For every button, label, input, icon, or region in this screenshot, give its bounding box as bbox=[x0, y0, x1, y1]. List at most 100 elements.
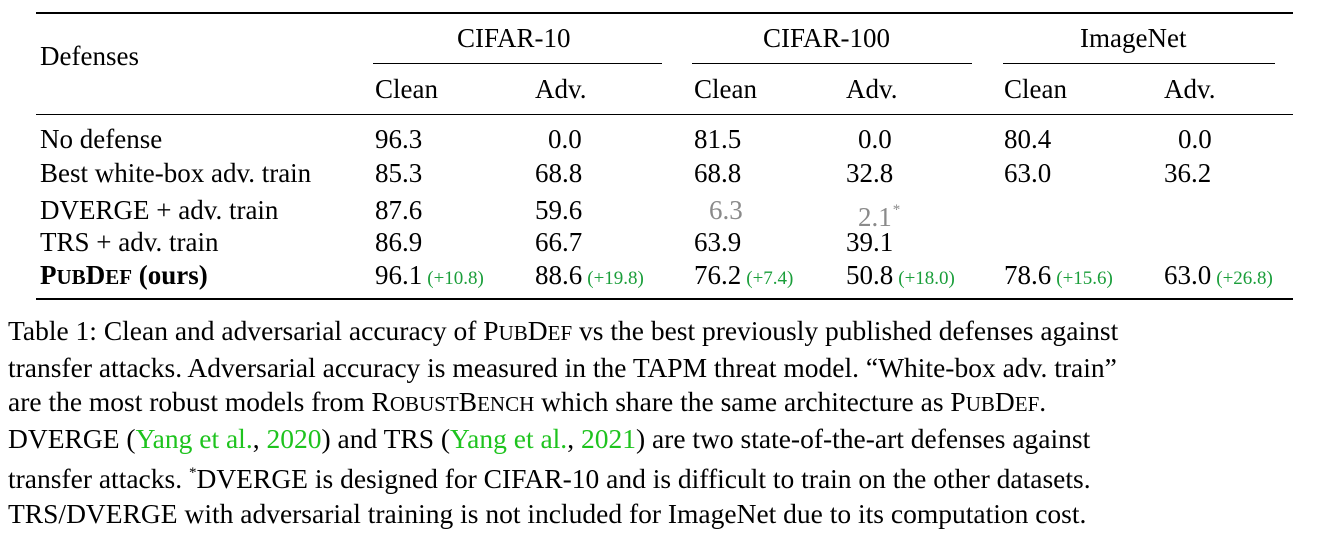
caption-smallcaps: UB bbox=[965, 392, 995, 416]
gain-value: (+18.0) bbox=[898, 268, 955, 289]
caption-text: . bbox=[1039, 386, 1047, 417]
row-label: No defense bbox=[40, 124, 163, 154]
subheader-clean: Clean bbox=[694, 74, 757, 104]
table-cell: 68.8 bbox=[694, 158, 742, 188]
subheader-adv: Adv. bbox=[535, 74, 587, 104]
table-cell-with-gain: 50.8 (+18.0) bbox=[846, 259, 955, 295]
group-header-cifar100: CIFAR-100 bbox=[763, 23, 891, 53]
caption-smallcaps: ENCH bbox=[477, 392, 535, 416]
table-cell: 87.6 bbox=[375, 195, 423, 225]
gain-value: (+19.8) bbox=[587, 268, 644, 289]
top-rule bbox=[36, 12, 1293, 14]
gain-value: (+10.8) bbox=[427, 268, 484, 289]
table-cell-with-gain: 88.6 (+19.8) bbox=[535, 259, 644, 295]
subheader-adv: Adv. bbox=[846, 74, 898, 104]
footnote-marker: * bbox=[188, 465, 197, 481]
table-cell-greyed: 6.3 bbox=[709, 195, 743, 225]
cmidrule-cifar10 bbox=[373, 63, 662, 64]
caption-text: which share the same architecture as P bbox=[534, 386, 966, 417]
cmidrule-imagenet bbox=[1003, 63, 1275, 64]
cmidrule-cifar100 bbox=[692, 63, 972, 64]
table-cell: 0.0 bbox=[1178, 124, 1212, 154]
citation-link-yang-2020[interactable]: Yang et al. bbox=[135, 422, 253, 454]
table-cell: 36.2 bbox=[1164, 158, 1212, 188]
table-caption: Table 1: Clean and adversarial accuracy … bbox=[8, 314, 1338, 531]
table-cell: 86.9 bbox=[375, 227, 423, 257]
caption-line: transfer attacks. *DVERGE is designed fo… bbox=[8, 456, 1338, 497]
caption-smallcaps: EF bbox=[547, 321, 573, 345]
caption-text: transfer attacks. Adversarial accuracy i… bbox=[8, 351, 1117, 383]
caption-text: Table 1: Clean and adversarial accuracy … bbox=[8, 315, 499, 346]
ours-suffix: (ours) bbox=[132, 260, 208, 290]
subheader-clean: Clean bbox=[375, 74, 438, 104]
caption-text: , bbox=[252, 422, 267, 454]
table-cell: 66.7 bbox=[535, 227, 583, 257]
table-cell-greyed-value: 2.1 bbox=[858, 202, 892, 232]
caption-line: DVERGE (Yang et al., 2020) and TRS (Yang… bbox=[8, 422, 1338, 457]
gain-value: (+7.4) bbox=[746, 268, 794, 289]
cell-value: 96.1 bbox=[375, 260, 423, 290]
caption-text: DVERGE is designed for CIFAR-10 and is d… bbox=[196, 463, 1091, 494]
table-cell-with-gain: 63.0 (+26.8) bbox=[1164, 259, 1273, 295]
table-cell-with-gain: 78.6 (+15.6) bbox=[1004, 259, 1113, 295]
table-cell-with-gain: 96.1 (+10.8) bbox=[375, 259, 484, 295]
smallcaps-rest: EF bbox=[105, 265, 133, 289]
caption-smallcaps: EF bbox=[1014, 392, 1040, 416]
cell-value: 50.8 bbox=[846, 260, 894, 290]
table-cell: 63.9 bbox=[694, 227, 742, 257]
cell-value: 78.6 bbox=[1004, 260, 1052, 290]
cell-value: 76.2 bbox=[694, 260, 742, 290]
table-cell: 96.3 bbox=[375, 124, 423, 154]
row-label: Best white-box adv. train bbox=[40, 158, 312, 188]
citation-year-link[interactable]: 2021 bbox=[580, 422, 636, 454]
caption-text: TRS/DVERGE with adversarial training is … bbox=[8, 497, 1087, 529]
caption-text: vs the best previously published defense… bbox=[572, 315, 1119, 346]
gain-value: (+15.6) bbox=[1056, 268, 1113, 289]
defenses-header: Defenses bbox=[40, 41, 139, 71]
gain-value: (+26.8) bbox=[1216, 268, 1273, 289]
subheader-adv: Adv. bbox=[1164, 74, 1216, 104]
caption-text: are the most robust models from R bbox=[8, 386, 390, 417]
table-cell: 39.1 bbox=[846, 227, 894, 257]
caption-text: transfer attacks. bbox=[8, 463, 189, 494]
table-cell: 59.6 bbox=[535, 195, 583, 225]
caption-text: B bbox=[458, 386, 478, 417]
smallcaps-cap: P bbox=[40, 260, 57, 290]
caption-text: , bbox=[567, 422, 581, 454]
bottom-rule bbox=[36, 298, 1293, 300]
table-cell: 0.0 bbox=[858, 124, 892, 154]
smallcaps-rest: UB bbox=[56, 265, 86, 289]
subheader-clean: Clean bbox=[1004, 74, 1067, 104]
table-cell: 63.0 bbox=[1004, 158, 1052, 188]
row-label: DVERGE + adv. train bbox=[40, 195, 279, 225]
caption-line: TRS/DVERGE with adversarial training is … bbox=[8, 497, 1338, 532]
caption-text: ) and TRS ( bbox=[321, 422, 451, 454]
caption-smallcaps: UB bbox=[498, 321, 528, 345]
row-label-ours: PUBDEF (ours) bbox=[40, 259, 208, 293]
table-cell: 80.4 bbox=[1004, 124, 1052, 154]
cell-value: 63.0 bbox=[1164, 260, 1212, 290]
table-cell-with-gain: 76.2 (+7.4) bbox=[694, 259, 793, 295]
table-cell: 85.3 bbox=[375, 158, 423, 188]
caption-line: are the most robust models from ROBUSTBE… bbox=[8, 385, 1338, 422]
group-header-imagenet: ImageNet bbox=[1080, 23, 1187, 53]
table-cell: 32.8 bbox=[846, 158, 894, 188]
group-header-cifar10: CIFAR-10 bbox=[457, 23, 571, 53]
caption-text: ) are two state-of-the-art defenses agai… bbox=[635, 422, 1091, 454]
caption-text: D bbox=[994, 386, 1015, 417]
caption-line: Table 1: Clean and adversarial accuracy … bbox=[8, 314, 1338, 351]
cell-value: 88.6 bbox=[535, 260, 583, 290]
table-cell: 0.0 bbox=[548, 124, 582, 154]
mid-rule bbox=[36, 114, 1293, 115]
caption-smallcaps: OBUST bbox=[389, 392, 459, 416]
footnote-marker: * bbox=[892, 202, 901, 218]
caption-text: DVERGE ( bbox=[8, 422, 136, 454]
row-label: TRS + adv. train bbox=[40, 227, 219, 257]
citation-year-link[interactable]: 2020 bbox=[266, 422, 322, 454]
table-cell: 81.5 bbox=[694, 124, 742, 154]
caption-line: transfer attacks. Adversarial accuracy i… bbox=[8, 351, 1338, 386]
smallcaps-cap: D bbox=[85, 260, 106, 290]
caption-text: D bbox=[527, 315, 548, 346]
citation-link-yang-2021[interactable]: Yang et al. bbox=[450, 422, 568, 454]
table-cell-greyed-with-footnote: 2.1* bbox=[858, 194, 900, 233]
